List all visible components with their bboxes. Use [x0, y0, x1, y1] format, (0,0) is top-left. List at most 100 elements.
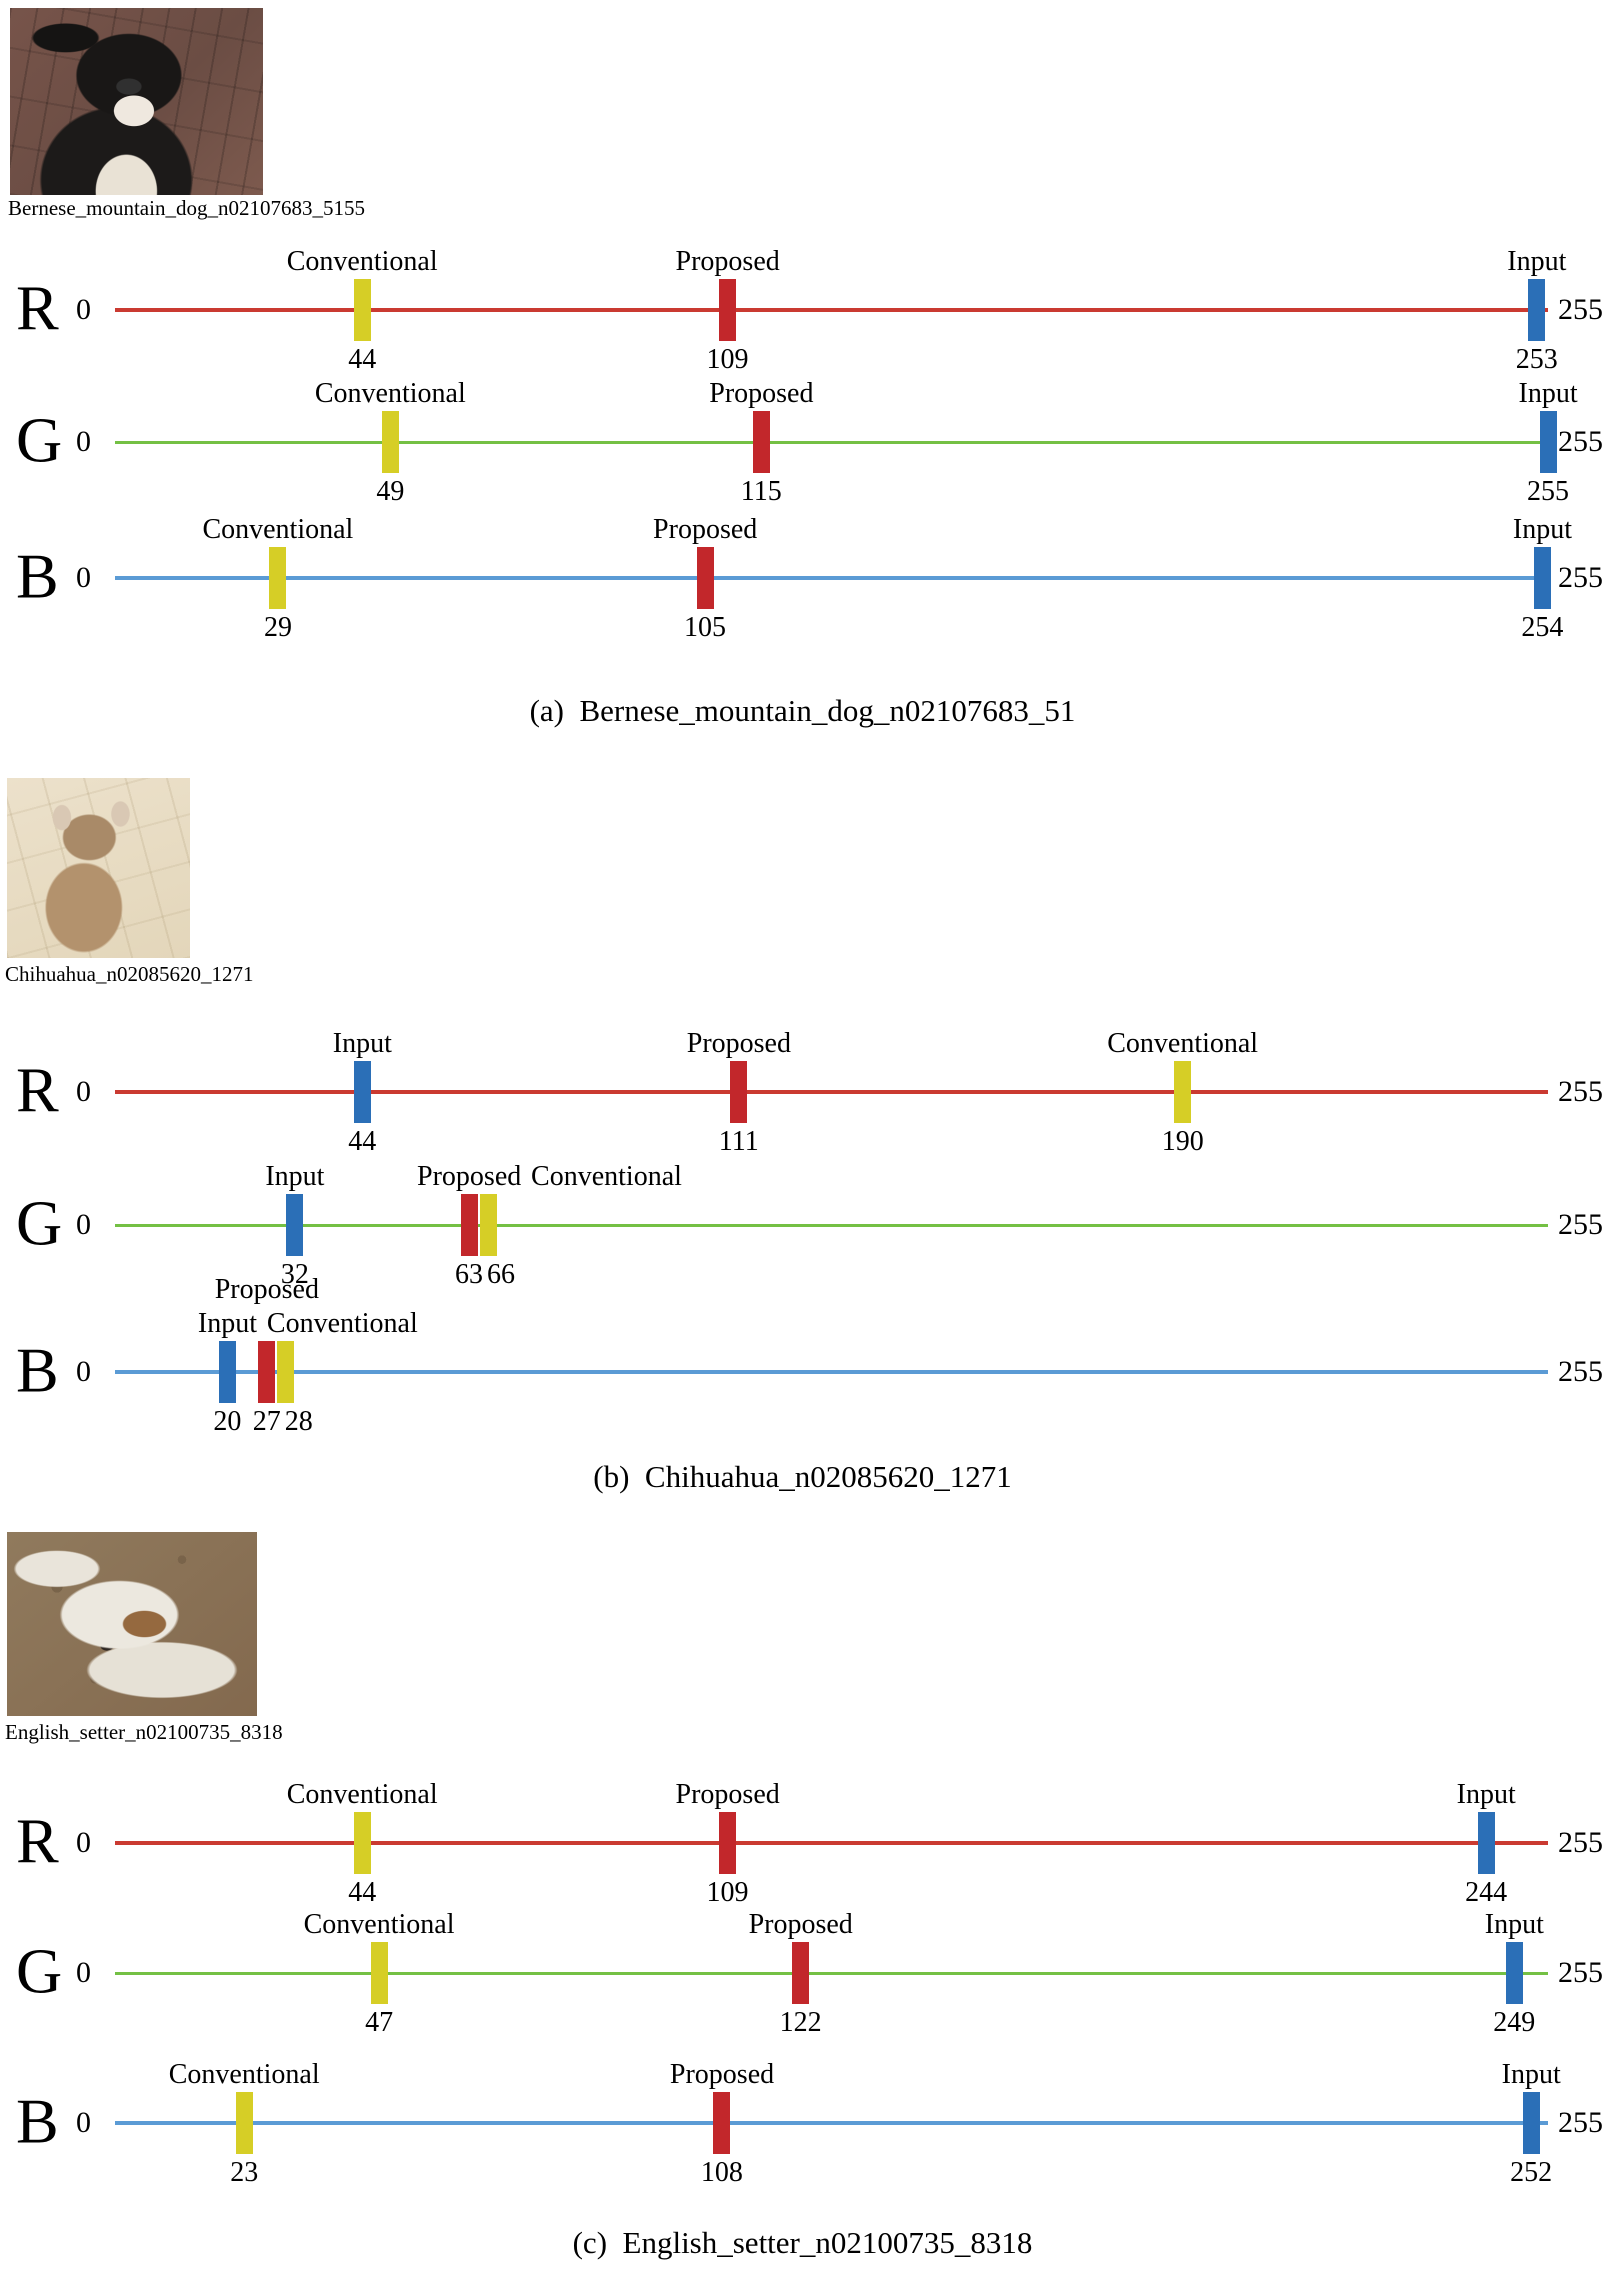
- input-marker: [218, 1341, 236, 1403]
- marker-label-conventional: Conventional: [303, 1909, 455, 1940]
- axis-row-r-c: R 0 255 Conventional 44 Proposed 109 Input 244: [0, 1778, 1605, 1908]
- marker-value: 122: [779, 2007, 822, 2038]
- axis-max-label: 255: [1558, 1956, 1603, 1989]
- conventional-marker: [269, 547, 287, 609]
- proposed-marker: [713, 2092, 731, 2154]
- r-axis-line: [115, 308, 1548, 312]
- marker-label-proposed: Proposed: [675, 1779, 780, 1810]
- axis-max-label: 255: [1558, 2106, 1603, 2139]
- axis-row-b-b: B 0 255 Input 20 Proposed 27 Conventional 28: [0, 1274, 1605, 1437]
- axis-min-label: 0: [76, 1355, 91, 1388]
- photo-filename: Chihuahua_n02085620_1271: [5, 962, 254, 986]
- b-axis-line: [115, 1370, 1548, 1374]
- marker-value: 28: [284, 1406, 313, 1437]
- marker-value: 47: [365, 2007, 394, 2038]
- marker-label-input: Input: [1518, 378, 1578, 409]
- marker-value: 254: [1521, 612, 1564, 643]
- proposed-marker: [730, 1061, 748, 1123]
- marker-value: 190: [1161, 1126, 1204, 1157]
- marker-label-input: Input: [1512, 514, 1572, 545]
- panel-caption-c: (c) English_setter_n02100735_8318: [572, 2225, 1033, 2260]
- channel-label-g: G: [16, 404, 63, 476]
- conventional-marker: [370, 1942, 388, 2004]
- conventional-marker: [1174, 1061, 1192, 1123]
- marker-value: 253: [1515, 344, 1558, 375]
- marker-value: 63: [455, 1259, 484, 1290]
- b-axis-line: [115, 2121, 1548, 2125]
- marker-label-proposed: Proposed: [214, 1274, 319, 1305]
- marker-label-conventional: Conventional: [1107, 1028, 1259, 1059]
- r-axis-line: [115, 1090, 1548, 1094]
- conventional-marker: [479, 1194, 497, 1256]
- marker-value: 255: [1527, 476, 1569, 507]
- marker-label-proposed: Proposed: [675, 246, 780, 277]
- marker-value: 44: [348, 344, 377, 375]
- marker-value: 29: [263, 612, 292, 643]
- dog-photo-b: [7, 778, 190, 958]
- marker-value: 109: [706, 1877, 749, 1908]
- axis-min-label: 0: [76, 425, 91, 458]
- conventional-marker: [235, 2092, 253, 2154]
- axis-max-label: 255: [1558, 425, 1603, 458]
- marker-value: 111: [718, 1126, 759, 1157]
- channel-label-r: R: [16, 1054, 59, 1126]
- axis-min-label: 0: [76, 561, 91, 594]
- marker-value: 23: [230, 2157, 259, 2188]
- input-marker: [1533, 547, 1551, 609]
- r-axis-line: [115, 1841, 1548, 1845]
- input-marker: [1539, 411, 1557, 473]
- panel-caption-a: (a) Bernese_mountain_dog_n02107683_51: [529, 693, 1076, 728]
- input-marker: [353, 1061, 371, 1123]
- conventional-marker: [353, 279, 371, 341]
- marker-label-input: Input: [1507, 246, 1567, 277]
- marker-label-proposed: Proposed: [686, 1028, 791, 1059]
- marker-value: 244: [1465, 1877, 1508, 1908]
- axis-min-label: 0: [76, 1075, 91, 1108]
- channel-label-b: B: [16, 540, 59, 612]
- marker-value: 115: [740, 476, 782, 507]
- axis-max-label: 255: [1558, 1826, 1603, 1859]
- marker-value: 109: [706, 344, 749, 375]
- marker-label-proposed: Proposed: [748, 1909, 853, 1940]
- conventional-marker: [277, 1341, 295, 1403]
- axis-row-b-a: B 0 255 Conventional 29 Proposed 105 Input 254: [0, 513, 1605, 643]
- marker-label-proposed: Proposed: [709, 378, 814, 409]
- axis-max-label: 255: [1558, 293, 1603, 326]
- panel-caption-b: (b) Chihuahua_n02085620_1271: [593, 1459, 1012, 1494]
- photo-filename: Bernese_mountain_dog_n02107683_5155: [8, 196, 365, 220]
- marker-value: 20: [213, 1406, 242, 1437]
- proposed-marker: [719, 279, 737, 341]
- marker-label-conventional: Conventional: [314, 378, 466, 409]
- channel-label-b: B: [16, 1334, 59, 1406]
- channel-label-r: R: [16, 272, 59, 344]
- marker-value: 66: [487, 1259, 516, 1290]
- marker-value: 249: [1493, 2007, 1536, 2038]
- marker-label-input: Input: [1501, 2059, 1561, 2090]
- dog-photo-c: [7, 1532, 257, 1716]
- marker-value: 49: [376, 476, 405, 507]
- proposed-marker: [460, 1194, 478, 1256]
- marker-label-input: Input: [332, 1028, 392, 1059]
- dog-photo-a: [10, 8, 263, 195]
- marker-label-conventional: Conventional: [286, 246, 438, 277]
- axis-row-r-b: R 0 255 Input 44 Proposed 111 Conventional 190: [0, 1027, 1605, 1157]
- marker-label-conventional: Conventional: [531, 1161, 682, 1192]
- axis-min-label: 0: [76, 1208, 91, 1241]
- marker-value: 252: [1510, 2157, 1553, 2188]
- marker-value: 44: [348, 1877, 377, 1908]
- g-axis-line: [115, 1971, 1548, 1975]
- proposed-marker: [719, 1812, 737, 1874]
- input-marker: [286, 1194, 304, 1256]
- axis-row-g-c: G 0 255 Conventional 47 Proposed 122 Input 249: [0, 1908, 1605, 2038]
- axis-max-label: 255: [1558, 561, 1603, 594]
- marker-value: 32: [280, 1259, 309, 1290]
- marker-value: 108: [700, 2157, 743, 2188]
- proposed-marker: [696, 547, 714, 609]
- axis-row-g-b: G 0 255 Input 32 Proposed 63 Conventional 66: [0, 1160, 1605, 1290]
- input-marker: [1522, 2092, 1540, 2154]
- proposed-marker: [752, 411, 770, 473]
- axis-min-label: 0: [76, 1956, 91, 1989]
- proposed-marker: [258, 1341, 276, 1403]
- marker-value: 44: [348, 1126, 377, 1157]
